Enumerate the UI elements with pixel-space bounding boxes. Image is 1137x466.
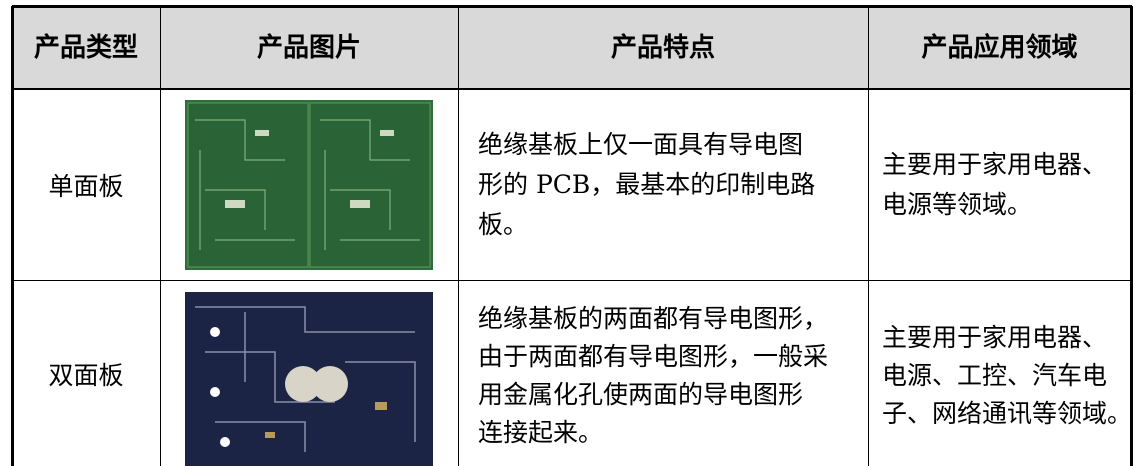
- text-line: 绝缘基板的两面都有导电图形，: [478, 303, 829, 333]
- border: [160, 6, 161, 466]
- pcb-image-double: [185, 292, 433, 466]
- border: [12, 280, 1132, 281]
- header-cell: 产品特点: [610, 33, 715, 63]
- border: [12, 5, 1132, 8]
- text-line: 由于两面都有导电图形，一般采: [478, 341, 829, 371]
- type-cell: 单面板: [48, 171, 124, 201]
- header-cell: 产品应用领域: [921, 33, 1078, 63]
- border: [458, 6, 459, 466]
- text-line: 板。: [478, 209, 529, 239]
- text-line: 主要用于家用电器、: [882, 322, 1108, 352]
- border: [868, 6, 869, 466]
- applications-cell: 主要用于家用电器、 电源等领域。: [882, 89, 1132, 280]
- text-line: 绝缘基板上仅一面具有导电图: [478, 129, 804, 159]
- type-cell: 双面板: [48, 360, 124, 390]
- border: [11, 6, 14, 466]
- text-line: 主要用于家用电器、: [882, 149, 1108, 179]
- header-bg: [12, 8, 1132, 88]
- border: [1130, 6, 1133, 466]
- text-line: 子、网络通讯等领域。: [882, 398, 1133, 428]
- features-cell: 绝缘基板上仅一面具有导电图 形的 PCB，最基本的印制电路 板。: [478, 89, 863, 280]
- text-line: 电源、工控、汽车电: [882, 360, 1108, 390]
- text-line: 形的 PCB，最基本的印制电路: [478, 169, 816, 199]
- text-line: 用金属化孔使两面的导电图形: [478, 379, 804, 409]
- header-cell: 产品图片: [256, 33, 361, 63]
- applications-cell: 主要用于家用电器、 电源、工控、汽车电 子、网络通讯等领域。: [882, 285, 1132, 466]
- text-line: 电源等领域。: [882, 189, 1033, 219]
- border: [12, 88, 1132, 90]
- features-cell: 绝缘基板的两面都有导电图形， 由于两面都有导电图形，一般采 用金属化孔使两面的导电图…: [478, 285, 863, 466]
- text-line: 连接起来。: [478, 417, 604, 447]
- pcb-image-single: [185, 100, 433, 270]
- header-cell: 产品类型: [33, 33, 138, 63]
